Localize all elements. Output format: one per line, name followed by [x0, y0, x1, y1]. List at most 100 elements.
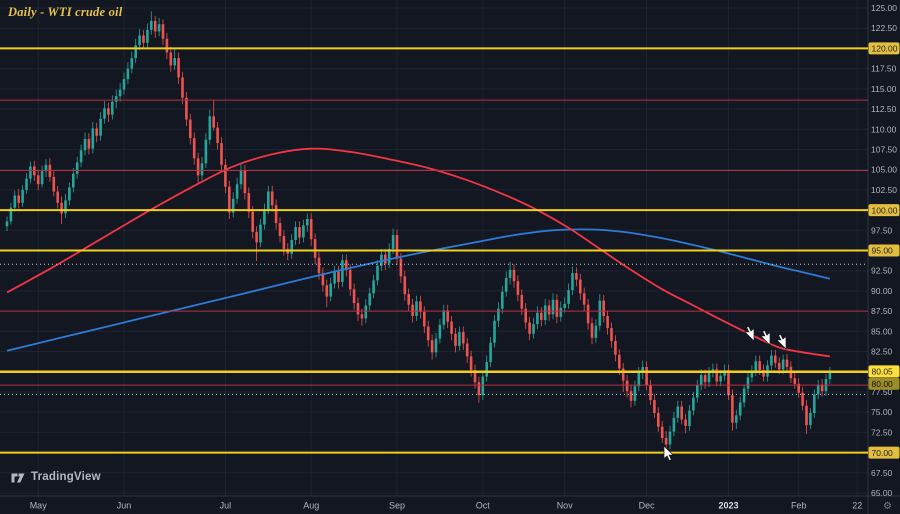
candle: [477, 376, 481, 403]
price-axis[interactable]: [868, 0, 900, 496]
tradingview-logo[interactable]: TradingView: [10, 469, 101, 485]
candle: [430, 334, 434, 360]
candle: [87, 133, 91, 155]
candle: [107, 102, 110, 122]
candle: [582, 287, 586, 312]
candle: [485, 355, 488, 382]
candle: [399, 252, 403, 283]
price-level-label-text: 120.00: [872, 44, 898, 54]
candle: [797, 378, 800, 398]
price-tick-label: 87.50: [871, 306, 893, 316]
price-level-label-text: 95.00: [872, 246, 894, 256]
candle: [707, 366, 711, 388]
arrow-annotation[interactable]: [743, 325, 755, 342]
candle: [551, 293, 555, 320]
price-tick-label: 110.00: [871, 124, 897, 134]
candle: [641, 360, 644, 380]
price-level-label: [868, 42, 900, 55]
axis-settings-gear-icon[interactable]: ⚙: [883, 501, 892, 512]
candle: [633, 380, 637, 406]
candle: [715, 363, 719, 387]
arrow-annotation[interactable]: [775, 333, 787, 350]
candle: [571, 266, 574, 295]
candle: [387, 243, 391, 269]
candle: [173, 49, 176, 71]
candle: [625, 374, 629, 398]
candle: [793, 372, 797, 389]
tradingview-logo-icon: [11, 473, 25, 483]
candle: [177, 52, 180, 84]
candle: [44, 159, 48, 177]
candle: [165, 33, 169, 59]
candle: [83, 132, 87, 156]
candle: [676, 400, 680, 423]
candle: [438, 319, 442, 344]
candle: [36, 170, 40, 190]
ma-red-line: [6, 147, 831, 358]
candle: [313, 233, 317, 265]
candle: [56, 185, 59, 209]
candle: [746, 372, 750, 394]
candle: [329, 277, 332, 302]
candle: [270, 185, 274, 212]
price-level-label: [868, 244, 900, 257]
candle: [692, 391, 695, 416]
time-axis-label: May: [30, 501, 48, 511]
candle: [99, 112, 102, 141]
candle: [255, 226, 258, 262]
candle: [75, 156, 79, 179]
candle: [446, 304, 449, 329]
candle: [738, 396, 742, 421]
candle: [282, 230, 286, 256]
time-axis-label: Aug: [303, 501, 319, 511]
annotations-layer: ⚙: [663, 325, 892, 512]
candle: [688, 404, 691, 431]
time-axis-label: Sep: [389, 501, 405, 511]
candle: [563, 297, 566, 313]
price-tick-label: 77.50: [871, 387, 893, 397]
candle: [368, 287, 371, 311]
time-axis-label: 22: [852, 501, 862, 511]
price-tick-label: 72.50: [871, 427, 893, 437]
candle: [231, 192, 235, 218]
candle: [801, 387, 804, 411]
candle: [372, 274, 375, 299]
candle: [204, 133, 208, 169]
price-tick-label: 67.50: [871, 468, 893, 478]
candle: [629, 385, 633, 408]
price-tick-label: 97.50: [871, 225, 893, 235]
ma-layer: [6, 147, 831, 358]
candle: [216, 121, 219, 150]
candle: [153, 16, 157, 38]
candle: [321, 267, 325, 292]
time-axis-label: Jun: [117, 501, 132, 511]
candle: [239, 164, 243, 190]
price-tick-label: 125.00: [871, 3, 897, 13]
price-level-label: [868, 446, 900, 459]
candle: [668, 425, 672, 450]
candle: [516, 275, 520, 302]
levels-layer: [0, 47, 868, 454]
price-tick-label: 117.50: [871, 64, 897, 74]
time-axis-label: Jul: [220, 501, 232, 511]
candle: [130, 51, 134, 74]
candle: [146, 23, 149, 48]
arrow-annotation[interactable]: [663, 445, 675, 462]
candle: [196, 152, 200, 184]
candle: [820, 379, 824, 397]
candle: [785, 353, 789, 372]
candle: [395, 229, 399, 266]
candle: [524, 303, 527, 329]
candle: [442, 304, 446, 330]
arrow-annotation[interactable]: [759, 329, 771, 346]
price-tick-label: 115.00: [871, 84, 897, 94]
candle: [458, 326, 461, 351]
price-level-label-text: 70.00: [872, 448, 894, 458]
time-axis[interactable]: [0, 496, 868, 514]
price-tick-label: 75.00: [871, 407, 893, 417]
candle: [263, 203, 266, 230]
price-tick-label: 102.50: [871, 185, 897, 195]
chart-title[interactable]: Daily - WTI crude oil: [8, 5, 123, 19]
